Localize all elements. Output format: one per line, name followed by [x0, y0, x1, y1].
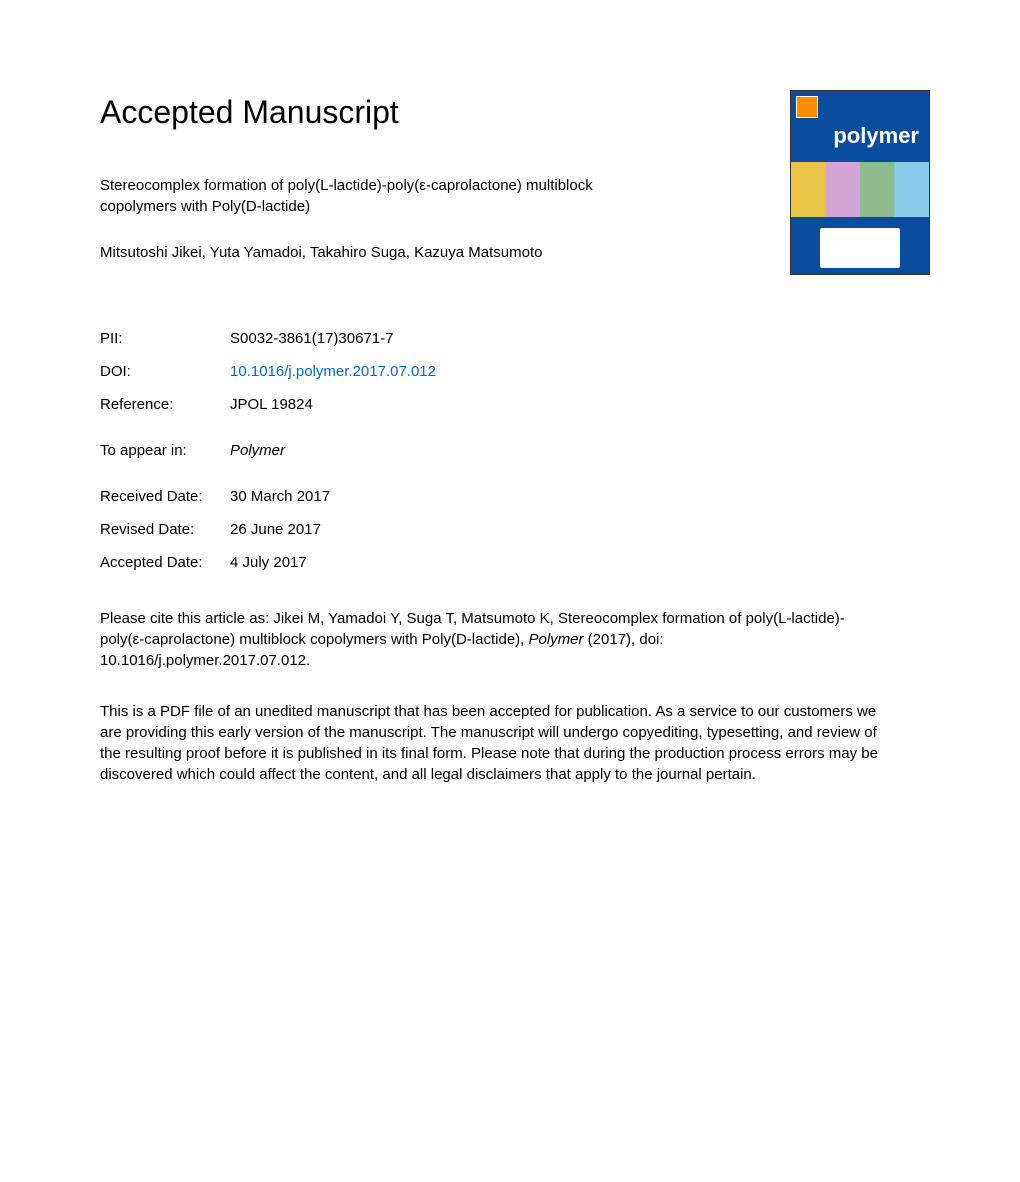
cover-diagram-icon — [820, 228, 900, 268]
reference-value: JPOL 19824 — [230, 394, 313, 415]
metadata-row-pii: PII: S0032-3861(17)30671-7 — [100, 328, 930, 349]
received-value: 30 March 2017 — [230, 486, 330, 507]
metadata-row-doi: DOI: 10.1016/j.polymer.2017.07.012 — [100, 361, 930, 382]
pii-value: S0032-3861(17)30671-7 — [230, 328, 393, 349]
left-column: Accepted Manuscript Stereocomplex format… — [100, 90, 790, 298]
reference-label: Reference: — [100, 394, 230, 415]
citation-text: Please cite this article as: Jikei M, Ya… — [100, 608, 860, 671]
journal-cover-image: polymer — [790, 90, 930, 275]
metadata-row-appear: To appear in: Polymer — [100, 440, 930, 461]
doi-label: DOI: — [100, 361, 230, 382]
revised-value: 26 June 2017 — [230, 519, 321, 540]
cover-thumbnail-strip — [791, 162, 929, 217]
page-title: Accepted Manuscript — [100, 90, 770, 135]
dates-section: Received Date: 30 March 2017 Revised Dat… — [100, 486, 930, 573]
metadata-section: PII: S0032-3861(17)30671-7 DOI: 10.1016/… — [100, 328, 930, 415]
appear-value: Polymer — [230, 440, 285, 461]
accepted-value: 4 July 2017 — [230, 552, 307, 573]
metadata-row-revised: Revised Date: 26 June 2017 — [100, 519, 930, 540]
appear-label: To appear in: — [100, 440, 230, 461]
citation-journal: Polymer — [529, 631, 584, 648]
metadata-row-accepted: Accepted Date: 4 July 2017 — [100, 552, 930, 573]
citation-prefix: Please cite this article as: Jikei M, Ya… — [100, 610, 845, 648]
metadata-row-received: Received Date: 30 March 2017 — [100, 486, 930, 507]
authors-list: Mitsutoshi Jikei, Yuta Yamadoi, Takahiro… — [100, 242, 770, 263]
revised-label: Revised Date: — [100, 519, 230, 540]
pii-label: PII: — [100, 328, 230, 349]
publisher-logo-icon — [796, 96, 818, 118]
metadata-row-reference: Reference: JPOL 19824 — [100, 394, 930, 415]
appear-section: To appear in: Polymer — [100, 440, 930, 461]
article-title: Stereocomplex formation of poly(L-lactid… — [100, 175, 640, 217]
accepted-label: Accepted Date: — [100, 552, 230, 573]
doi-link[interactable]: 10.1016/j.polymer.2017.07.012 — [230, 361, 436, 382]
cover-bottom-section — [791, 222, 929, 274]
disclaimer-text: This is a PDF file of an unedited manusc… — [100, 701, 880, 785]
header-section: Accepted Manuscript Stereocomplex format… — [100, 90, 930, 298]
received-label: Received Date: — [100, 486, 230, 507]
